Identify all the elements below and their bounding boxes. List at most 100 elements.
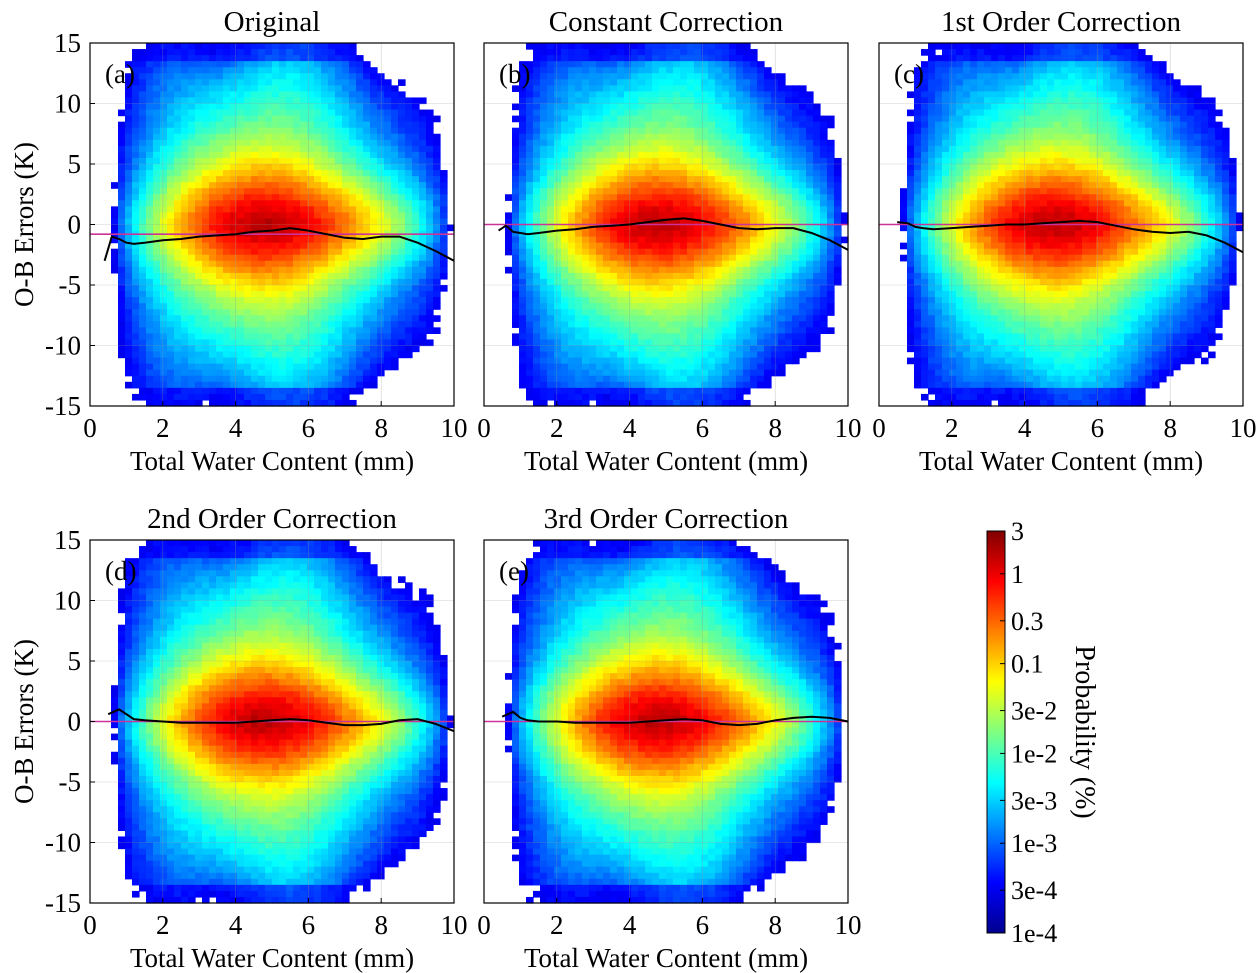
heatmap-cell — [132, 67, 140, 74]
heatmap-cell — [181, 67, 189, 74]
heatmap-cell — [279, 266, 287, 274]
heatmap-cell — [328, 345, 336, 353]
heatmap-cell — [300, 236, 308, 244]
heatmap-cell — [554, 309, 562, 316]
heatmap-cell — [582, 291, 590, 298]
heatmap-cell — [680, 381, 688, 389]
heatmap-cell — [230, 109, 238, 117]
heatmap-cell — [195, 218, 203, 226]
heatmap-cell — [645, 212, 653, 220]
heatmap-cell — [153, 236, 161, 244]
heatmap-cell — [673, 109, 681, 117]
heatmap-cell — [139, 218, 147, 226]
heatmap-cell — [272, 164, 280, 171]
heatmap-cell — [666, 315, 674, 322]
heatmap-cell — [398, 91, 406, 99]
heatmap-cell — [363, 363, 371, 371]
heatmap-cell — [342, 297, 350, 304]
heatmap-cell — [666, 309, 674, 316]
heatmap-cell — [356, 127, 364, 135]
heatmap-cell — [512, 182, 520, 189]
heatmap-cell — [237, 369, 245, 377]
heatmap-cell — [554, 236, 562, 244]
heatmap-cell — [195, 303, 203, 310]
heatmap-cell — [757, 200, 765, 207]
heatmap-cell — [398, 333, 406, 341]
heatmap-cell — [237, 393, 245, 401]
heatmap-cell — [582, 188, 590, 195]
heatmap-cell — [146, 139, 154, 147]
heatmap-cell — [554, 133, 562, 141]
heatmap-cell — [687, 115, 695, 123]
heatmap-cell — [237, 85, 245, 92]
heatmap-cell — [610, 61, 618, 68]
heatmap-cell — [230, 303, 238, 310]
heatmap-cell — [328, 176, 336, 183]
heatmap-cell — [314, 176, 322, 183]
heatmap-cell — [356, 103, 364, 111]
heatmap-cell — [328, 91, 336, 99]
heatmap-cell — [540, 49, 548, 56]
heatmap-cell — [237, 375, 245, 383]
heatmap-cell — [188, 375, 196, 383]
heatmap-cell — [125, 381, 133, 389]
heatmap-cell — [188, 254, 196, 262]
heatmap-cell — [181, 369, 189, 377]
heatmap-cell — [603, 170, 611, 177]
heatmap-cell — [708, 357, 716, 365]
heatmap-cell — [589, 242, 597, 250]
heatmap-cell — [398, 254, 406, 262]
heatmap-cell — [771, 109, 779, 117]
heatmap-cell — [729, 399, 737, 407]
heatmap-cell — [370, 303, 378, 310]
heatmap-cell — [384, 103, 392, 111]
heatmap-cell — [363, 79, 371, 86]
heatmap-cell — [561, 254, 569, 262]
heatmap-cell — [603, 363, 611, 371]
heatmap-cell — [216, 236, 224, 244]
heatmap-cell — [342, 109, 350, 117]
heatmap-cell — [412, 157, 420, 165]
heatmap-cell — [701, 309, 709, 316]
heatmap-cell — [540, 297, 548, 304]
heatmap-cell — [764, 351, 772, 359]
heatmap-cell — [624, 97, 632, 105]
heatmap-cell — [638, 327, 646, 334]
heatmap-cell — [757, 91, 765, 99]
heatmap-cell — [307, 85, 315, 92]
heatmap-cell — [715, 85, 723, 92]
heatmap-cell — [554, 357, 562, 365]
heatmap-cell — [540, 291, 548, 298]
heatmap-cell — [771, 315, 779, 322]
heatmap-cell — [335, 115, 343, 123]
heatmap-cell — [321, 194, 329, 201]
heatmap-cell — [526, 194, 534, 201]
heatmap-cell — [589, 333, 597, 341]
heatmap-cell — [603, 393, 611, 401]
heatmap-cell — [412, 218, 420, 226]
heatmap-cell — [694, 248, 702, 256]
heatmap-cell — [153, 151, 161, 159]
heatmap-cell — [631, 145, 639, 153]
heatmap-cell — [722, 109, 730, 117]
heatmap-cell — [412, 321, 420, 328]
heatmap-cell — [188, 345, 196, 353]
heatmap-cell — [160, 291, 168, 298]
heatmap-cell — [722, 176, 730, 183]
heatmap-cell — [300, 339, 308, 347]
heatmap-cell — [153, 351, 161, 359]
heatmap-cell — [631, 97, 639, 105]
heatmap-cell — [729, 79, 737, 86]
heatmap-cell — [624, 297, 632, 304]
heatmap-cell — [132, 206, 140, 213]
heatmap-cell — [132, 61, 140, 68]
heatmap-cell — [258, 194, 266, 201]
heatmap-cell — [426, 139, 434, 147]
heatmap-cell — [412, 176, 420, 183]
heatmap-cell — [757, 164, 765, 171]
heatmap-cell — [750, 49, 758, 56]
heatmap-cell — [589, 357, 597, 365]
heatmap-cell — [272, 182, 280, 189]
heatmap-cell — [778, 266, 786, 274]
heatmap-cell — [349, 266, 357, 274]
